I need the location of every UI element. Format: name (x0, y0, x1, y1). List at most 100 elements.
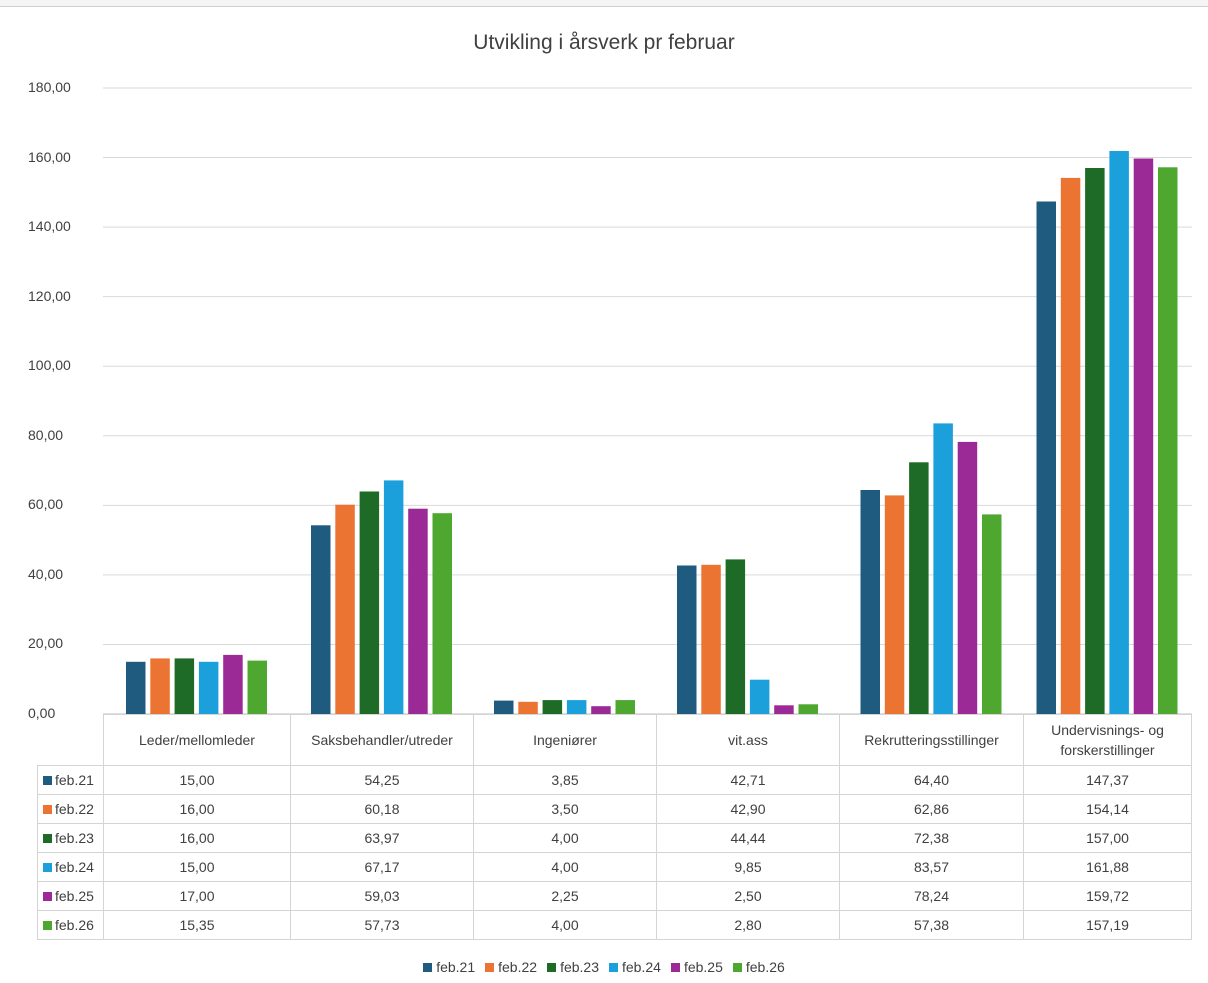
bar (150, 658, 170, 714)
table-cell: 154,14 (1023, 794, 1192, 824)
table-row: feb.22 16,00 60,18 3,50 42,90 62,86 154,14 (37, 794, 1192, 824)
bar (1036, 201, 1056, 714)
legend-key (43, 805, 52, 814)
table-cell: 16,00 (103, 823, 291, 853)
category-label: Leder/mellomleder (103, 714, 291, 766)
table-header-row: Leder/mellomleder Saksbehandler/utreder … (37, 714, 1192, 766)
bar (1060, 177, 1081, 714)
legend-label: feb.25 (683, 959, 723, 975)
legend-label: feb.26 (745, 959, 785, 975)
bar (432, 513, 452, 714)
table-cell: 4,00 (473, 852, 657, 882)
y-tick-label: 180,00 (28, 79, 71, 95)
bar (335, 504, 355, 714)
series-row-label: feb.25 (37, 881, 104, 911)
category-label: Ingeniører (473, 714, 657, 766)
series-row-label: feb.22 (37, 794, 104, 824)
series-name: feb.24 (55, 859, 94, 875)
table-cell: 159,72 (1023, 881, 1192, 911)
table-cell: 157,19 (1023, 910, 1192, 940)
data-table: Leder/mellomleder Saksbehandler/utreder … (37, 714, 1192, 940)
bar (774, 705, 794, 714)
bar (615, 700, 635, 714)
bar (1133, 158, 1154, 714)
legend-label: feb.23 (560, 959, 599, 975)
table-cell: 78,24 (839, 881, 1024, 911)
bar (383, 480, 404, 714)
table-row: feb.24 15,00 67,17 4,00 9,85 83,57 161,88 (37, 852, 1192, 882)
bar (494, 700, 514, 714)
table-cell: 15,35 (103, 910, 291, 940)
table-row: feb.21 15,00 54,25 3,85 42,71 64,40 147,37 (37, 765, 1192, 795)
legend-key (670, 963, 680, 972)
legend-item: feb.22 (485, 959, 537, 975)
legend-key (43, 921, 52, 930)
legend-key (609, 963, 618, 972)
legend-key (423, 963, 433, 972)
bar (860, 490, 880, 714)
chart-title: Utvikling i årsverk pr februar (473, 31, 735, 54)
bar (749, 679, 770, 714)
legend-key (732, 963, 742, 972)
series-row-label: feb.23 (37, 823, 104, 853)
table-cell: 16,00 (103, 794, 291, 824)
legend-key (547, 963, 557, 972)
table-body: feb.21 15,00 54,25 3,85 42,71 64,40 147,37 feb.… (37, 765, 1192, 940)
category-label: Rekrutteringsstillinger (839, 714, 1024, 766)
series-name: feb.26 (55, 917, 94, 933)
legend-key (43, 834, 52, 843)
table-cell: 147,37 (1023, 765, 1192, 795)
table-cell: 157,00 (1023, 823, 1192, 853)
series-row-label: feb.21 (37, 765, 104, 795)
table-row: feb.25 17,00 59,03 2,25 2,50 78,24 159,72 (37, 881, 1192, 911)
legend-key (485, 963, 495, 972)
table-cell: 3,50 (473, 794, 657, 824)
bar (359, 491, 380, 714)
bar (677, 565, 697, 714)
legend-key (43, 776, 52, 785)
y-tick-label: 140,00 (28, 218, 71, 235)
table-corner (37, 714, 104, 766)
table-cell: 2,25 (473, 881, 657, 911)
series-name: feb.23 (55, 830, 94, 846)
y-tick-label: 80,00 (28, 426, 64, 443)
table-cell: 4,00 (473, 910, 657, 940)
legend-key (43, 892, 52, 901)
table-cell: 67,17 (290, 852, 474, 882)
table-row: feb.23 16,00 63,97 4,00 44,44 72,38 157,00 (37, 823, 1192, 853)
table-cell: 57,73 (290, 910, 474, 940)
table-cell: 57,38 (839, 910, 1024, 940)
bar (1085, 168, 1105, 714)
y-tick-label: 100,00 (28, 357, 71, 374)
bar (591, 706, 611, 714)
frame-top-strip (0, 0, 1208, 7)
table-cell: 42,71 (656, 765, 840, 795)
series-name: feb.22 (55, 801, 94, 817)
series-name: feb.25 (55, 888, 94, 904)
table-cell: 9,85 (656, 852, 840, 882)
legend-key (43, 863, 52, 872)
bar (909, 462, 929, 714)
legend-item: feb.26 (732, 959, 785, 975)
bar (198, 661, 219, 714)
table-cell: 44,44 (656, 823, 840, 853)
legend-label: feb.21 (436, 959, 476, 975)
legend-item: feb.25 (670, 959, 723, 975)
bar (311, 525, 331, 714)
y-tick-label: 60,00 (28, 496, 64, 513)
bar (566, 700, 587, 714)
table-cell: 15,00 (103, 765, 291, 795)
table-cell: 72,38 (839, 823, 1024, 853)
table-cell: 2,50 (656, 881, 840, 911)
table-cell: 3,85 (473, 765, 657, 795)
bar (725, 559, 746, 714)
bar (1158, 167, 1178, 715)
table-cell: 59,03 (290, 881, 474, 911)
table-cell: 83,57 (839, 852, 1024, 882)
table-cell: 54,25 (290, 765, 474, 795)
category-label: Undervisnings- og forskerstillinger (1023, 714, 1192, 766)
table-cell: 17,00 (103, 881, 291, 911)
bar (542, 700, 563, 714)
table-row: feb.26 15,35 57,73 4,00 2,80 57,38 157,19 (37, 910, 1192, 940)
